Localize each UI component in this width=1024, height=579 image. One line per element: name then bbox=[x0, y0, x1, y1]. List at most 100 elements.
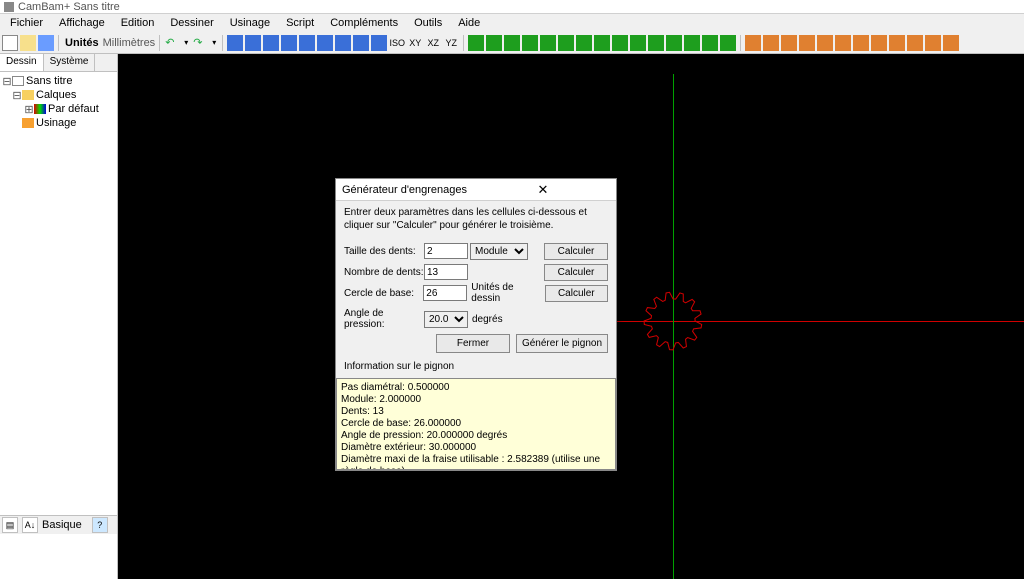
plugin-btn-icon[interactable] bbox=[817, 35, 833, 51]
cam-btn-icon[interactable] bbox=[720, 35, 736, 51]
menu-aide[interactable]: Aide bbox=[450, 15, 488, 31]
app-icon bbox=[4, 2, 14, 12]
num-teeth-input[interactable] bbox=[424, 264, 468, 280]
view-btn-icon[interactable] bbox=[299, 35, 315, 51]
cam-btn-icon[interactable] bbox=[684, 35, 700, 51]
close-icon[interactable]: ✕ bbox=[476, 182, 610, 198]
cam-btn-icon[interactable] bbox=[522, 35, 538, 51]
toolbar-sep bbox=[463, 35, 464, 51]
cam-btn-icon[interactable] bbox=[576, 35, 592, 51]
new-icon[interactable] bbox=[2, 35, 18, 51]
propgrid-sort-icon[interactable]: A↓ bbox=[22, 517, 38, 533]
plugin-btn-icon[interactable] bbox=[853, 35, 869, 51]
plugin-btn-icon[interactable] bbox=[745, 35, 761, 51]
plugin-btn-icon[interactable] bbox=[925, 35, 941, 51]
calc-base-circle-button[interactable]: Calculer bbox=[545, 285, 608, 302]
tooth-size-mode-select[interactable]: Module bbox=[470, 243, 528, 260]
plugin-btn-icon[interactable] bbox=[943, 35, 959, 51]
view-btn-icon[interactable] bbox=[353, 35, 369, 51]
gear-drawing bbox=[639, 287, 707, 355]
pressure-angle-unit: degrés bbox=[472, 314, 503, 325]
drawing-canvas[interactable]: Générateur d'engrenages ✕ Entrer deux pa… bbox=[118, 54, 1024, 579]
plugin-btn-icon[interactable] bbox=[889, 35, 905, 51]
view-btn-icon[interactable] bbox=[281, 35, 297, 51]
view-btn-icon[interactable] bbox=[317, 35, 333, 51]
close-button[interactable]: Fermer bbox=[436, 334, 510, 353]
plugin-btn-icon[interactable] bbox=[835, 35, 851, 51]
redo-icon[interactable] bbox=[192, 35, 208, 51]
base-circle-label: Cercle de base: bbox=[344, 288, 423, 299]
plugin-btn-icon[interactable] bbox=[799, 35, 815, 51]
toolbar-sep bbox=[58, 35, 59, 51]
row-pressure-angle: Angle de pression: 20.0 degrés bbox=[344, 310, 608, 328]
calc-num-teeth-button[interactable]: Calculer bbox=[544, 264, 608, 281]
menu-outils[interactable]: Outils bbox=[406, 15, 450, 31]
calc-tooth-size-button[interactable]: Calculer bbox=[544, 243, 608, 260]
plugin-btn-icon[interactable] bbox=[907, 35, 923, 51]
menu-affichage[interactable]: Affichage bbox=[51, 15, 113, 31]
folder-icon bbox=[22, 90, 34, 100]
base-circle-input[interactable] bbox=[423, 285, 467, 301]
cam-btn-icon[interactable] bbox=[630, 35, 646, 51]
cam-btn-icon[interactable] bbox=[594, 35, 610, 51]
gear-info-text: Pas diamétral: 0.500000 Module: 2.000000… bbox=[336, 378, 616, 470]
dialog-title: Générateur d'engrenages bbox=[342, 184, 476, 196]
tooth-size-input[interactable] bbox=[424, 243, 468, 259]
view-btn-icon[interactable] bbox=[263, 35, 279, 51]
undo-dropdown-icon[interactable]: ▾ bbox=[182, 38, 190, 47]
menu-usinage[interactable]: Usinage bbox=[222, 15, 278, 31]
view-yz-button[interactable]: YZ bbox=[443, 35, 459, 51]
plugin-btn-icon[interactable] bbox=[871, 35, 887, 51]
tree-root-label[interactable]: Sans titre bbox=[26, 75, 72, 87]
view-btn-icon[interactable] bbox=[227, 35, 243, 51]
cam-btn-icon[interactable] bbox=[558, 35, 574, 51]
view-xy-button[interactable]: XY bbox=[407, 35, 423, 51]
pressure-angle-select[interactable]: 20.0 bbox=[424, 311, 468, 328]
menu-edition[interactable]: Edition bbox=[113, 15, 163, 31]
view-btn-icon[interactable] bbox=[371, 35, 387, 51]
save-icon[interactable] bbox=[38, 35, 54, 51]
redo-dropdown-icon[interactable]: ▾ bbox=[210, 38, 218, 47]
cam-btn-icon[interactable] bbox=[648, 35, 664, 51]
tree-expand-icon[interactable]: ⊟ bbox=[2, 75, 12, 88]
left-panel: Dessin Système ⊟ Sans titre ⊟ Calques ⊞ Par… bbox=[0, 54, 118, 579]
cam-btn-icon[interactable] bbox=[612, 35, 628, 51]
tab-systeme[interactable]: Système bbox=[44, 54, 96, 71]
cam-btn-icon[interactable] bbox=[540, 35, 556, 51]
plugin-btn-icon[interactable] bbox=[781, 35, 797, 51]
propgrid-body bbox=[0, 534, 117, 579]
open-icon[interactable] bbox=[20, 35, 36, 51]
view-btn-icon[interactable] bbox=[245, 35, 261, 51]
cam-btn-icon[interactable] bbox=[702, 35, 718, 51]
menu-fichier[interactable]: Fichier bbox=[2, 15, 51, 31]
view-iso-button[interactable]: ISO bbox=[389, 35, 405, 51]
tree-expand-icon[interactable]: ⊞ bbox=[24, 103, 34, 116]
dialog-titlebar[interactable]: Générateur d'engrenages ✕ bbox=[336, 179, 616, 201]
tree-item-label[interactable]: Usinage bbox=[36, 117, 76, 129]
tree-item-label[interactable]: Par défaut bbox=[48, 103, 99, 115]
propgrid-mode-label[interactable]: Basique bbox=[42, 519, 82, 531]
cam-btn-icon[interactable] bbox=[468, 35, 484, 51]
menu-script[interactable]: Script bbox=[278, 15, 322, 31]
plugin-btn-icon[interactable] bbox=[763, 35, 779, 51]
propgrid-help-icon[interactable]: ? bbox=[92, 517, 108, 533]
tree-item-label[interactable]: Calques bbox=[36, 89, 76, 101]
view-xz-button[interactable]: XZ bbox=[425, 35, 441, 51]
cam-btn-icon[interactable] bbox=[504, 35, 520, 51]
tab-dessin[interactable]: Dessin bbox=[0, 54, 44, 71]
tree-expand-icon[interactable]: ⊟ bbox=[12, 89, 22, 102]
menu-complements[interactable]: Compléments bbox=[322, 15, 406, 31]
view-btn-icon[interactable] bbox=[335, 35, 351, 51]
layer-icon bbox=[34, 104, 46, 114]
menu-dessiner[interactable]: Dessiner bbox=[162, 15, 221, 31]
project-tree[interactable]: ⊟ Sans titre ⊟ Calques ⊞ Par défaut Usinage bbox=[0, 72, 117, 515]
propgrid-categorize-icon[interactable]: ▤ bbox=[2, 517, 18, 533]
units-value[interactable]: Millimètres bbox=[103, 37, 156, 49]
doc-icon bbox=[12, 76, 24, 86]
cam-btn-icon[interactable] bbox=[486, 35, 502, 51]
gear-info-label: Information sur le pignon bbox=[344, 361, 608, 372]
cam-btn-icon[interactable] bbox=[666, 35, 682, 51]
undo-icon[interactable] bbox=[164, 35, 180, 51]
toolbar-sep bbox=[222, 35, 223, 51]
generate-gear-button[interactable]: Générer le pignon bbox=[516, 334, 608, 353]
